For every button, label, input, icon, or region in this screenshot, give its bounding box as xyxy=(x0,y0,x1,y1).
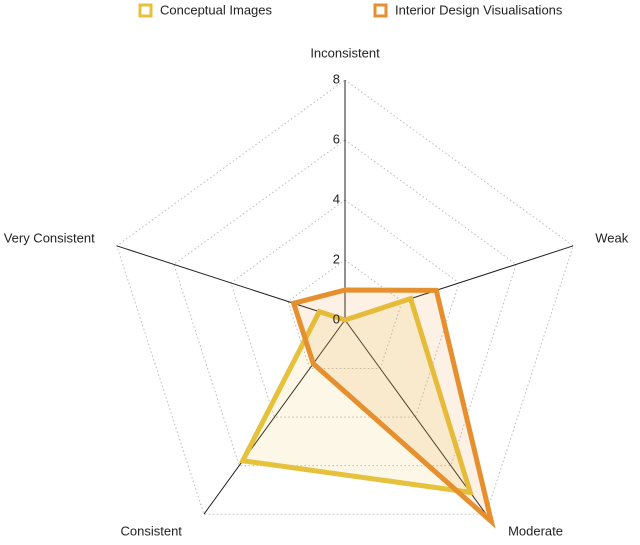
series-area xyxy=(290,287,496,529)
r-tick-label: 6 xyxy=(333,131,340,146)
r-tick-label: 2 xyxy=(333,251,340,266)
grid-line xyxy=(173,139,517,467)
series-area xyxy=(238,295,474,496)
grid-line xyxy=(287,259,403,370)
legend-swatch xyxy=(373,3,388,18)
grid-line xyxy=(116,79,574,515)
legend-swatch xyxy=(138,3,153,18)
axis-line xyxy=(116,245,346,321)
r-tick-label: 8 xyxy=(333,71,340,86)
axis-label: Consistent xyxy=(121,523,183,538)
r-tick-label: 0 xyxy=(333,311,340,326)
axis-label: Weak xyxy=(595,230,628,245)
grid-line xyxy=(230,199,460,418)
axis-label: Very Consistent xyxy=(4,230,95,245)
legend-label: Conceptual Images xyxy=(160,2,273,17)
axis-label: Inconsistent xyxy=(310,45,380,60)
legend-label: Interior Design Visualisations xyxy=(395,2,563,17)
axis-line xyxy=(203,319,346,515)
axis-label: Moderate xyxy=(508,523,563,538)
axis-line xyxy=(344,319,487,515)
r-tick-label: 4 xyxy=(333,191,340,206)
